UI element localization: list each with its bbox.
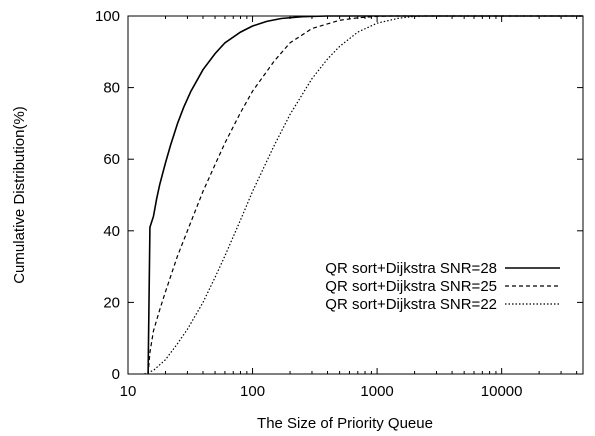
series-line-1 <box>147 15 583 375</box>
series-line-2 <box>147 15 583 375</box>
y-tick-label: 0 <box>112 366 120 383</box>
x-tick-label: 10 <box>120 383 137 400</box>
y-axis-label: Cumulative Distribution(%) <box>11 106 28 284</box>
x-tick-label: 1000 <box>360 383 393 400</box>
legend-label-3: QR sort+Dijkstra SNR=22 <box>325 296 497 313</box>
x-tick-label: 100 <box>240 383 265 400</box>
plot-frame <box>127 15 584 375</box>
y-tick-label: 40 <box>103 223 120 240</box>
legend-label-2: QR sort+Dijkstra SNR=25 <box>325 278 497 295</box>
series-line-3 <box>144 15 583 375</box>
y-tick-label: 80 <box>103 80 120 97</box>
y-tick-label: 60 <box>103 151 120 168</box>
x-tick-label: 10000 <box>481 383 523 400</box>
x-axis-label: The Size of Priority Queue <box>257 415 433 432</box>
legend-label-1: QR sort+Dijkstra SNR=28 <box>325 260 497 277</box>
y-tick-label: 100 <box>95 8 120 25</box>
y-tick-label: 20 <box>103 294 120 311</box>
